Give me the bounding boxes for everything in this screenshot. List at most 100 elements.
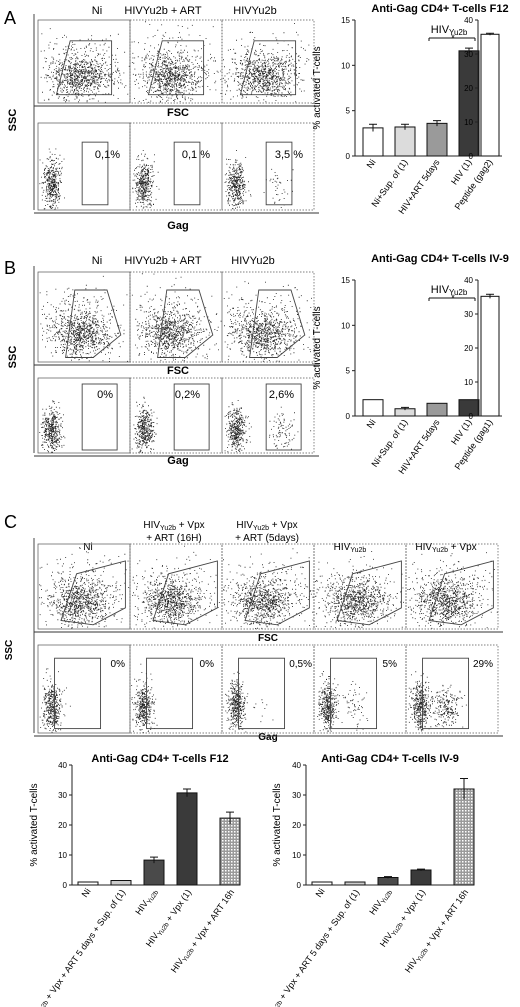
y-tick-label: 40 [464, 276, 473, 285]
y-tick-label: 40 [58, 761, 67, 770]
bar [426, 122, 448, 157]
gag-plot-frame [405, 644, 499, 734]
panel-letter-b: B [4, 258, 16, 278]
dot-cloud [132, 150, 160, 209]
y-axis-label: % activated T-cells [312, 306, 323, 389]
fsc-ssc-gate [239, 40, 297, 96]
dot-cloud [315, 567, 397, 628]
fsc-ssc-gate [60, 560, 126, 626]
gag-axis-label: Gag [167, 220, 188, 232]
fsc-ssc-gate [65, 289, 122, 358]
flow-panel-c: Ni HIVYu2b + Vpx + ART (16H) HIVYu2b + V… [4, 520, 493, 743]
bar [480, 33, 500, 157]
gag-plot-frame [221, 122, 315, 211]
flow-col-title: HIVYu2b + ART [124, 255, 201, 267]
bar [143, 859, 165, 886]
scatter-plot-frame [221, 271, 315, 363]
tick-label: HIVYu2b [367, 886, 394, 918]
gate-percent: 0,1 % [182, 149, 210, 161]
bar [176, 792, 198, 886]
gate-percent: 5% [383, 659, 398, 670]
dot-cloud [133, 45, 222, 103]
scatter-plot-frame [37, 19, 131, 104]
dot-cloud [132, 545, 220, 629]
fsc-ssc-gate [249, 289, 306, 358]
gate-percent: 0% [97, 389, 113, 401]
tick-label: HIVYu2b + Vpx + ART 5 days + Sup. of (1) [23, 886, 127, 1007]
dot-cloud [131, 396, 158, 453]
y-tick-label: 10 [58, 851, 67, 860]
dot-cloud [137, 305, 211, 362]
gag-axis-label: Gag [258, 732, 277, 743]
dot-cloud [226, 302, 310, 362]
flow-grid [33, 266, 319, 457]
chart-c-f12: Anti-Gag CD4+ T-cells F12 % activated T-c… [23, 753, 241, 1007]
fsc-ssc-gate [152, 560, 218, 626]
dot-cloud [39, 400, 66, 453]
y-tick-label: 0 [63, 881, 68, 890]
bar [344, 881, 366, 886]
dot-cloud [224, 150, 252, 210]
bar [480, 295, 500, 417]
dot-cloud [341, 681, 369, 731]
fsc-ssc-gate [55, 40, 113, 96]
bar [362, 399, 384, 417]
dot-cloud [39, 668, 71, 733]
dot-cloud [131, 273, 222, 361]
chart-title: Anti-Gag CD4+ T-cells IV-9 [321, 753, 459, 765]
flow-plots [33, 14, 503, 737]
y-tick-label: 0 [469, 152, 474, 161]
fsc-axis-label: FSC [258, 633, 278, 644]
flow-col-title: HIVYu2b + Vpx [143, 520, 204, 532]
fsc-ssc-gate [336, 560, 402, 626]
significance-label: HIVYu2b [431, 284, 468, 297]
y-tick-label: 15 [341, 276, 350, 285]
tick-label: Ni [80, 886, 93, 899]
ssc-axis-label: SSC [7, 109, 19, 132]
gag-gate [173, 383, 210, 451]
dot-cloud [40, 300, 121, 362]
bar [311, 881, 333, 886]
flow-grid [33, 538, 503, 737]
panel-letter-c: C [4, 512, 17, 532]
dot-cloud [408, 569, 492, 629]
gag-gate [81, 383, 118, 451]
scatter-plot-frame [129, 19, 223, 104]
dot-cloud [223, 281, 314, 362]
y-tick-label: 10 [341, 61, 350, 70]
gate-percent: 0% [200, 659, 215, 670]
y-tick-label: 10 [341, 321, 350, 330]
y-tick-label: 0 [469, 412, 474, 421]
gate-percent: 0% [111, 659, 126, 670]
gag-gate [173, 141, 201, 206]
flow-col-title: Ni [92, 5, 102, 17]
scatter-plot-frame [37, 543, 131, 630]
bar [410, 869, 432, 886]
y-tick-label: 30 [292, 791, 301, 800]
bar [377, 877, 399, 886]
y-tick-label: 20 [464, 84, 473, 93]
y-tick-label: 5 [346, 107, 351, 116]
fsc-ssc-gate [147, 40, 205, 96]
dot-cloud [133, 570, 208, 628]
dot-cloud [315, 551, 404, 629]
fsc-ssc-gate [157, 289, 214, 358]
y-tick-label: 40 [292, 761, 301, 770]
gag-gate [54, 657, 102, 730]
gag-gate [330, 657, 378, 730]
y-tick-label: 10 [464, 118, 473, 127]
chart-c-iv9: Anti-Gag CD4+ T-cells IV-9 % activated T-… [270, 753, 475, 1007]
tick-label: Ni [365, 417, 378, 430]
scatter-plot-frame [313, 543, 407, 630]
bar [362, 127, 384, 157]
scatter-plot-frame [129, 543, 223, 630]
bar [453, 788, 475, 886]
dot-cloud [224, 400, 252, 453]
dot-cloud [223, 568, 305, 629]
dot-cloud [131, 663, 158, 733]
significance-mark: * [451, 33, 455, 43]
flow-col-subtitle: + ART (5days) [235, 533, 299, 544]
gate-percent: 2,6% [269, 389, 294, 401]
dot-cloud [223, 548, 314, 629]
gag-gate [422, 657, 470, 730]
